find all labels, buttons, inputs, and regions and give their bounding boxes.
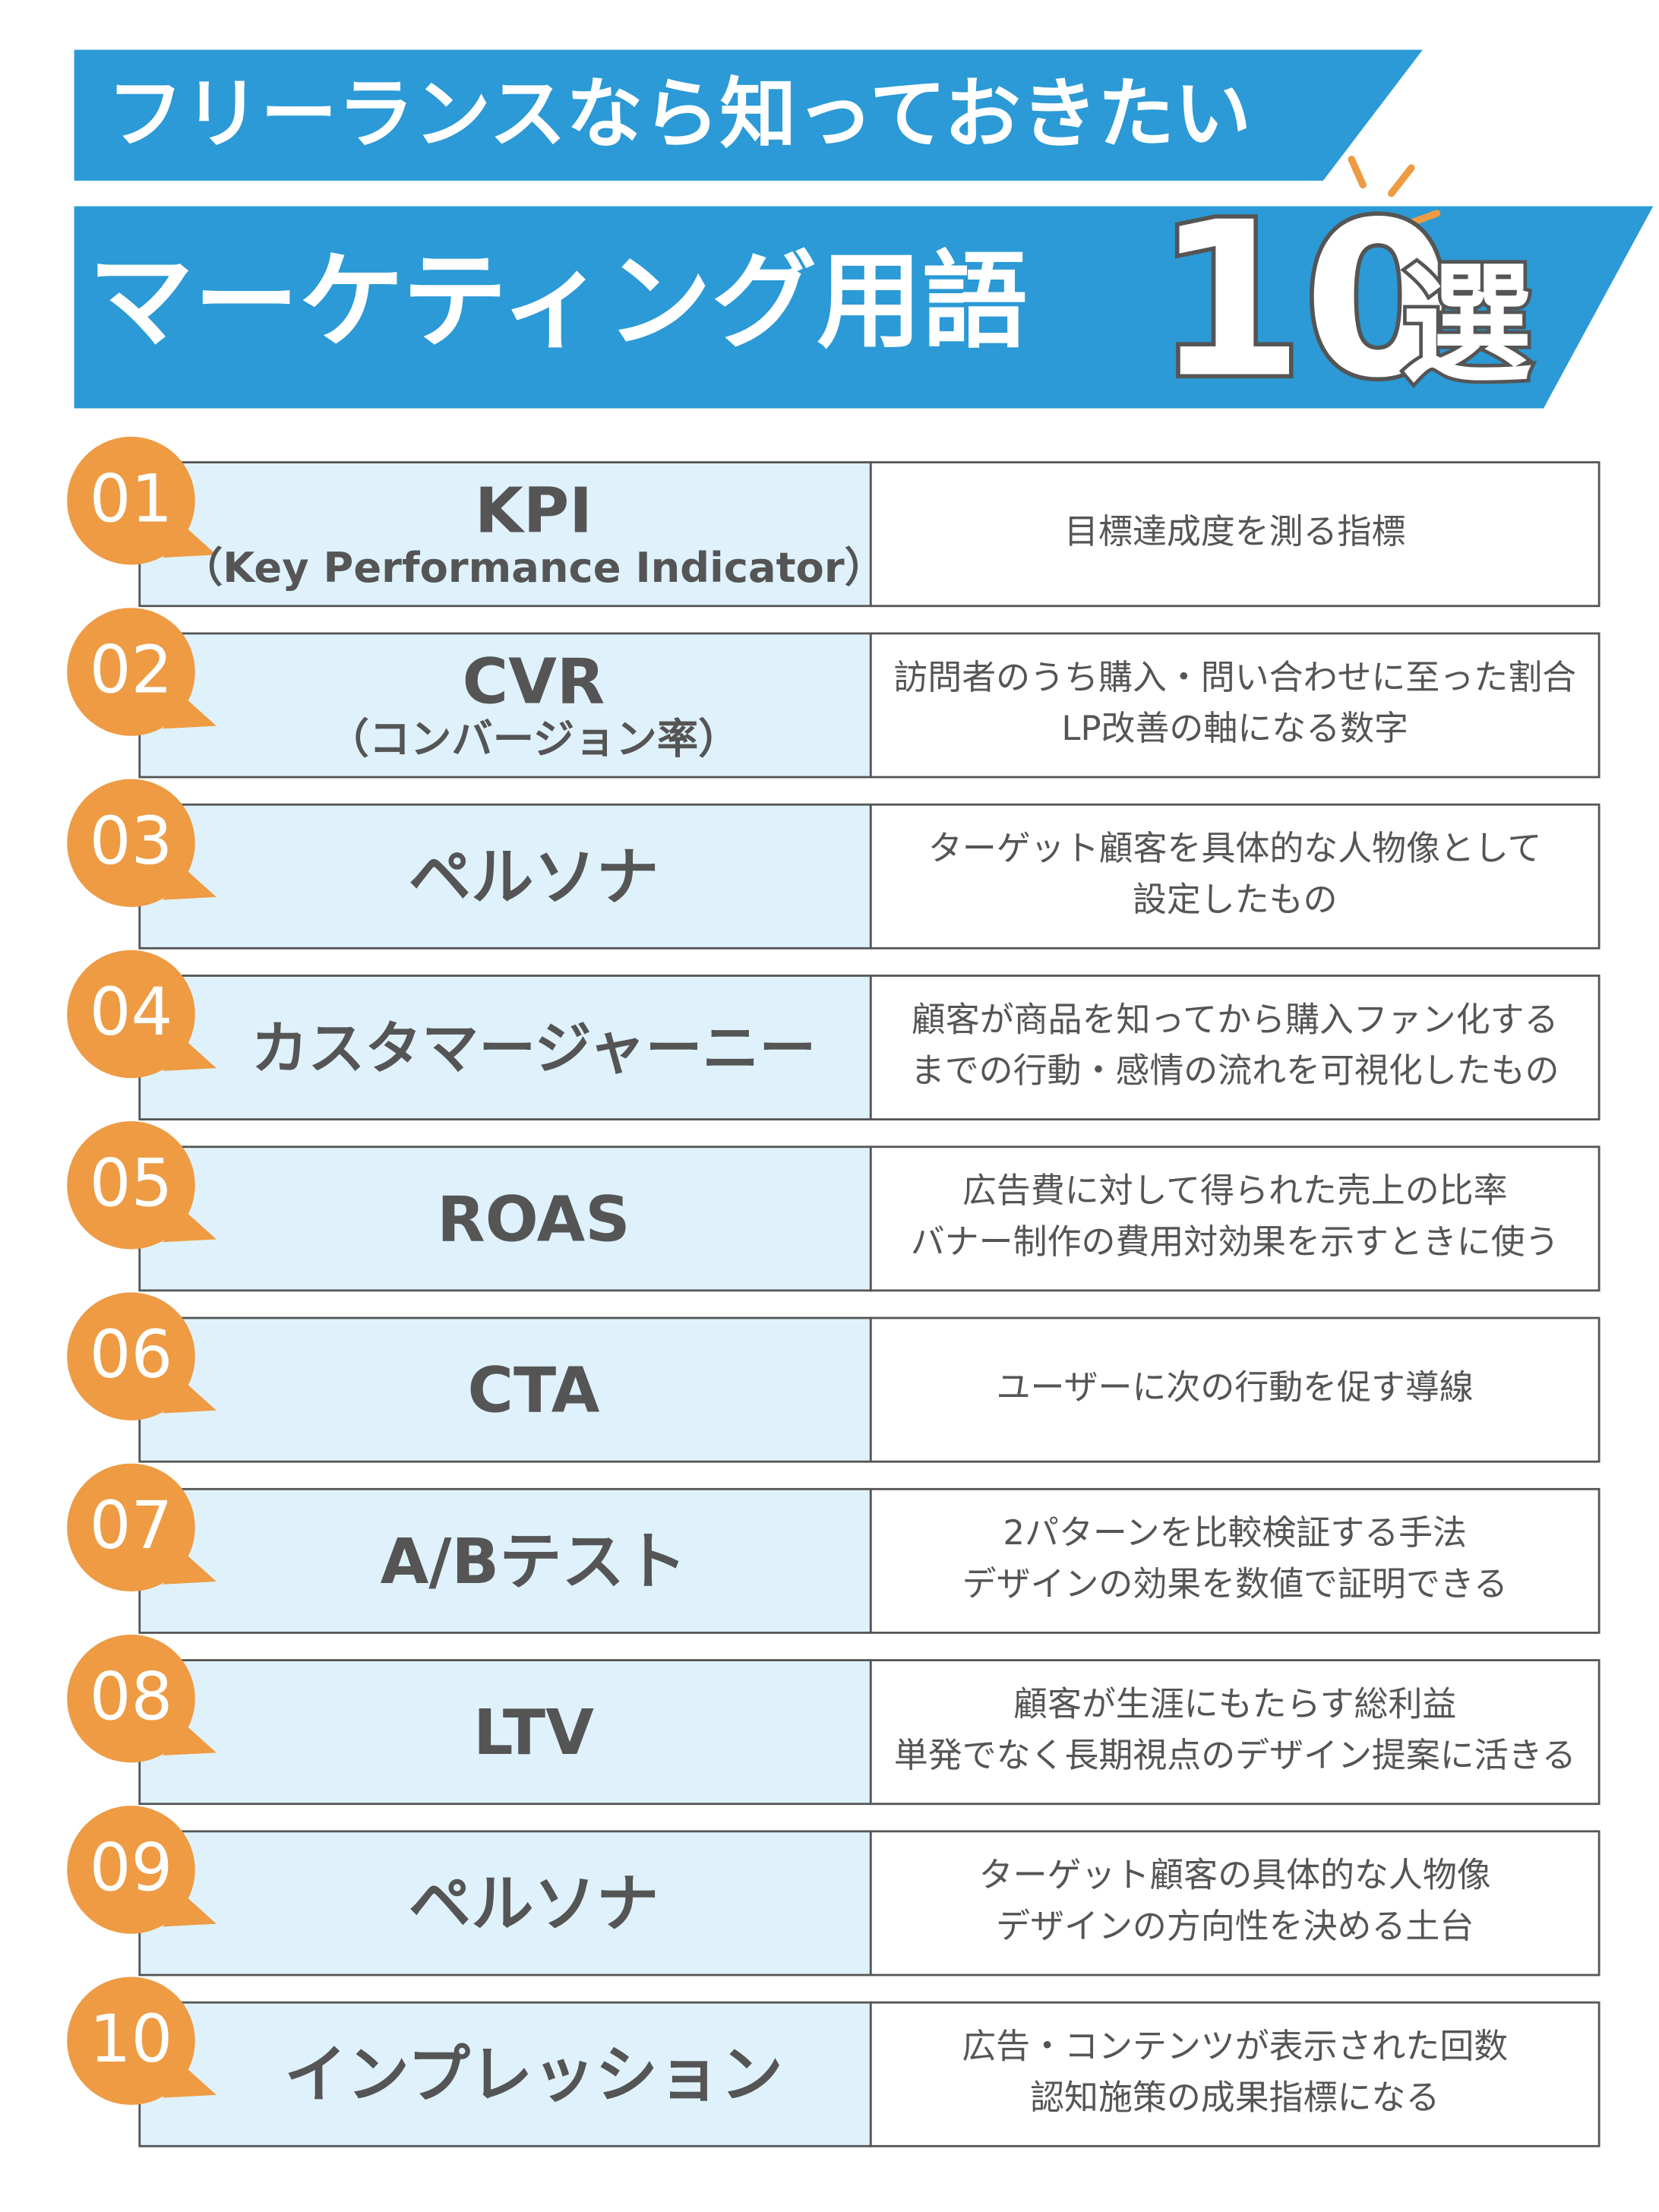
term-sub: （コンバージョン率） <box>328 715 740 763</box>
item-number: 08 <box>90 1659 173 1735</box>
title-line1: フリーランスなら知っておきたい <box>107 69 1252 159</box>
term-cell <box>138 461 872 608</box>
term: インプレッション <box>284 2040 783 2112</box>
number-badge <box>67 608 195 736</box>
number-badge <box>67 1463 195 1592</box>
number-badge <box>67 950 195 1079</box>
description-cell <box>869 1316 1601 1463</box>
description-cell <box>869 803 1601 950</box>
term-cell <box>138 2001 872 2147</box>
description: 顧客が商品を知ってから購入ファン化する <box>912 999 1559 1039</box>
description: 広告費に対して得られた売上の比率 <box>962 1171 1508 1211</box>
term-cell <box>138 632 872 779</box>
item-number: 05 <box>90 1146 173 1221</box>
description-cell <box>869 1659 1601 1806</box>
description-cell <box>869 1830 1601 1977</box>
term-cell <box>138 1316 872 1463</box>
accent-lines <box>1348 156 1441 229</box>
item-number: 04 <box>90 975 173 1051</box>
description: 2パターンを比較検証する手法 <box>1003 1512 1467 1553</box>
term: ペルソナ <box>409 842 659 914</box>
number-badge <box>162 1556 216 1585</box>
term: ペルソナ <box>409 1868 659 1940</box>
number-badge <box>162 1042 216 1071</box>
term: ROAS <box>437 1183 630 1256</box>
number-badge <box>162 1213 216 1243</box>
description: 設定したもの <box>1133 879 1338 919</box>
description-cell <box>869 1487 1601 1634</box>
term: KPI <box>475 475 592 547</box>
description-cell <box>869 461 1601 608</box>
title-line2: マーケティング用語 <box>88 239 1027 362</box>
item-number: 06 <box>90 1317 173 1393</box>
number-badge <box>162 700 216 729</box>
item-number: 09 <box>90 1831 173 1907</box>
number-badge <box>67 1634 195 1763</box>
term: LTV <box>473 1697 594 1769</box>
item-number: 03 <box>90 804 173 880</box>
term: A/Bテスト <box>381 1526 687 1598</box>
description: ターゲット顧客を具体的な人物像として <box>928 828 1542 868</box>
item-number: 01 <box>90 461 173 537</box>
number-badge <box>67 779 195 908</box>
term-cell <box>138 1487 872 1634</box>
description: デザインの効果を数値で証明できる <box>962 1564 1508 1604</box>
description: 広告・コンテンツが表示された回数 <box>962 2026 1508 2066</box>
term-list: 01 KPI（Key Performance Indicator） 目標達成度を測る… <box>67 436 1601 2147</box>
term-cell <box>138 1659 872 1806</box>
number-badge <box>162 1385 216 1414</box>
description: 単発でなく長期視点のデザイン提案に活きる <box>894 1735 1576 1775</box>
item-number: 07 <box>90 1488 173 1564</box>
description-cell <box>869 2001 1601 2147</box>
description: ユーザーに次の行動を促す導線 <box>997 1367 1474 1408</box>
description: LP改善の軸になる数字 <box>1061 708 1408 748</box>
term-cell <box>138 1146 872 1292</box>
description-cell <box>869 632 1601 779</box>
number-badge <box>162 529 216 558</box>
description: までの行動・感情の流れを可視化したもの <box>911 1051 1559 1091</box>
term: CTA <box>467 1355 599 1427</box>
number-badge <box>67 1292 195 1420</box>
number-badge <box>67 1121 195 1250</box>
number-badge <box>67 1806 195 1934</box>
term: カスタマージャーニー <box>251 1015 817 1082</box>
title-suffix: 選 <box>1401 248 1532 401</box>
description-cell <box>869 1146 1601 1292</box>
description: バナー制作の費用対効果を示すときに使う <box>911 1221 1559 1262</box>
description: 認知施策の成果指標になる <box>1030 2077 1439 2117</box>
description: 訪問者のうち購入・問い合わせに至った割合 <box>893 657 1576 697</box>
description: 顧客が生涯にもたらす総利益 <box>1013 1683 1456 1724</box>
title-banner-bottom <box>74 206 1654 409</box>
number-badge <box>67 1977 195 2105</box>
number-badge <box>162 1727 216 1756</box>
number-badge <box>162 871 216 900</box>
item-number: 10 <box>90 2002 173 2078</box>
title-banner-top <box>74 49 1423 181</box>
term: CVR <box>463 646 605 719</box>
term-sub: （Key Performance Indicator） <box>182 544 886 592</box>
title-number: 10 <box>1155 177 1452 425</box>
description-cell <box>869 975 1601 1121</box>
term-cell <box>138 975 872 1121</box>
number-badge <box>162 1898 216 1927</box>
number-badge <box>67 436 195 565</box>
description: ターゲット顧客の具体的な人物像 <box>979 1855 1491 1895</box>
description: デザインの方向性を決める土台 <box>996 1906 1474 1946</box>
description: 目標達成度を測る指標 <box>1064 511 1405 551</box>
term-cell <box>138 803 872 950</box>
item-number: 02 <box>90 633 173 709</box>
number-badge <box>162 2069 216 2098</box>
